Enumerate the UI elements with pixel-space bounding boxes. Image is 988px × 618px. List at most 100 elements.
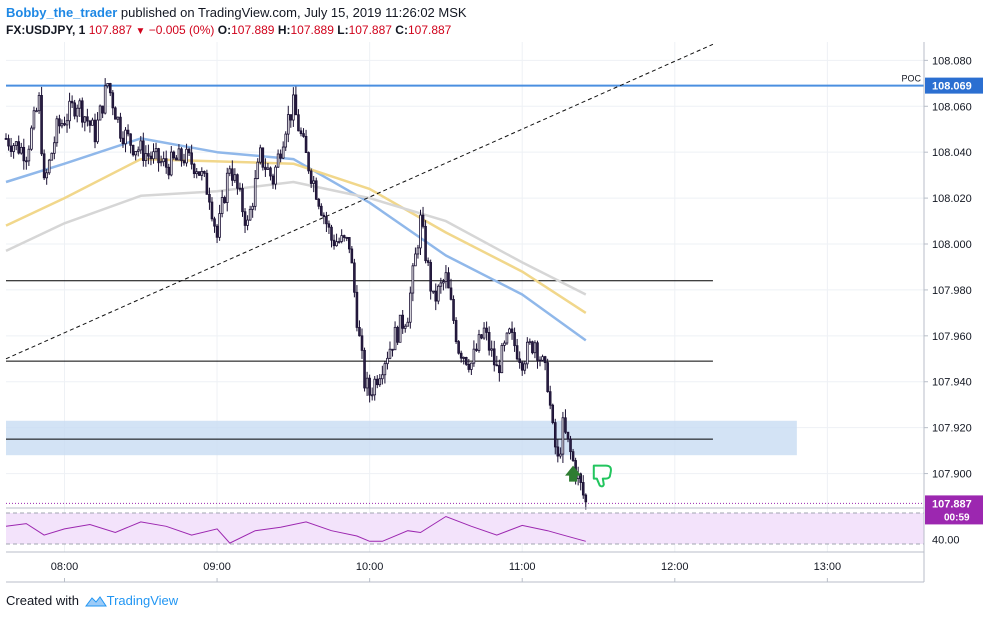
candle-body bbox=[490, 348, 493, 351]
candle-body bbox=[320, 205, 323, 216]
candle-body bbox=[396, 326, 399, 343]
candle-body bbox=[96, 119, 99, 143]
candle-body bbox=[538, 359, 542, 362]
candle-body bbox=[335, 241, 338, 247]
candle-body bbox=[292, 94, 295, 121]
moving-averages bbox=[5, 137, 587, 342]
close-label: C: bbox=[395, 23, 408, 37]
candle-body bbox=[393, 326, 397, 351]
price-tick-label: 108.040 bbox=[932, 147, 972, 159]
candle-body bbox=[279, 153, 282, 159]
candle-body bbox=[375, 378, 379, 386]
candle-body bbox=[98, 105, 102, 121]
price-tick-label: 107.920 bbox=[932, 423, 972, 435]
candle-body bbox=[309, 170, 313, 184]
candle-body bbox=[167, 166, 171, 176]
candle-body bbox=[340, 235, 343, 242]
candle-body bbox=[35, 110, 38, 113]
candle-body bbox=[370, 394, 374, 397]
candle-body bbox=[302, 133, 305, 137]
candle-body bbox=[266, 167, 270, 170]
candle-body bbox=[492, 348, 496, 366]
candle-body bbox=[30, 127, 33, 150]
candle-body bbox=[164, 158, 168, 168]
candle-body bbox=[205, 172, 209, 195]
candle-body bbox=[312, 180, 315, 184]
candle-body bbox=[126, 129, 130, 135]
candle-body bbox=[68, 100, 71, 122]
time-tick-label: 09:00 bbox=[203, 561, 231, 573]
candle-body bbox=[515, 345, 519, 360]
price-chart[interactable]: POC 108.080108.060108.040108.020108.0001… bbox=[0, 0, 988, 586]
candle-body bbox=[223, 197, 226, 203]
candle-body bbox=[480, 334, 483, 339]
candle-body bbox=[170, 151, 173, 176]
candle-body bbox=[241, 188, 244, 213]
candle-body bbox=[447, 272, 450, 289]
price-tick-label: 108.000 bbox=[932, 239, 972, 251]
candle-body bbox=[9, 145, 13, 152]
candle-body bbox=[459, 352, 463, 359]
candle-body bbox=[246, 219, 249, 226]
time-tick-label: 08:00 bbox=[51, 561, 79, 573]
candle-body bbox=[381, 374, 384, 380]
candle-body bbox=[477, 334, 481, 351]
candle-body bbox=[543, 356, 547, 364]
candle-body bbox=[215, 225, 219, 238]
candle-body bbox=[510, 328, 514, 333]
candle-body bbox=[264, 166, 267, 170]
candle-body bbox=[236, 174, 239, 189]
candle-body bbox=[314, 180, 318, 200]
candle-body bbox=[472, 348, 476, 364]
candle-body bbox=[208, 193, 211, 203]
candle-body bbox=[429, 262, 432, 292]
candle-body bbox=[45, 172, 48, 179]
candle-body bbox=[231, 168, 234, 181]
candle-body bbox=[548, 391, 552, 406]
candle-body bbox=[101, 105, 104, 114]
candle-body bbox=[470, 362, 473, 370]
candle-body bbox=[144, 153, 148, 161]
author-name[interactable]: Bobby_the_trader bbox=[6, 5, 118, 20]
symbol-info-bar: FX:USDJPY, 1 107.887 ▼ −0.005 (0%) O:107… bbox=[6, 23, 451, 37]
time-tick-label: 13:00 bbox=[814, 561, 842, 573]
poc-label: POC bbox=[901, 74, 921, 84]
candle-body bbox=[91, 119, 94, 126]
candle-body bbox=[19, 146, 23, 154]
candle-body bbox=[185, 148, 188, 164]
close-value: 107.887 bbox=[407, 23, 452, 37]
candle-body bbox=[536, 342, 539, 361]
candle-body bbox=[190, 152, 193, 165]
candle-body bbox=[495, 364, 499, 367]
candle-body bbox=[116, 116, 120, 120]
candle-body bbox=[342, 235, 346, 238]
candle-body bbox=[403, 325, 407, 329]
candles bbox=[4, 78, 588, 510]
candle-body bbox=[503, 342, 506, 346]
candle-body bbox=[325, 216, 328, 225]
candle-body bbox=[571, 451, 575, 461]
candle-body bbox=[238, 187, 242, 190]
candle-body bbox=[442, 281, 445, 284]
tradingview-brand[interactable]: TradingView bbox=[106, 593, 179, 608]
candle-body bbox=[289, 114, 293, 121]
change-value: −0.005 (0%) bbox=[148, 23, 215, 37]
candle-body bbox=[149, 155, 153, 160]
candle-body bbox=[317, 198, 321, 207]
candle-body bbox=[421, 214, 425, 227]
candle-body bbox=[248, 208, 252, 221]
candle-body bbox=[363, 349, 366, 389]
price-tick-label: 107.900 bbox=[932, 469, 972, 481]
candle-body bbox=[17, 141, 21, 154]
candle-body bbox=[485, 327, 488, 333]
candle-body bbox=[332, 239, 336, 247]
time-tick-label: 12:00 bbox=[661, 561, 689, 573]
candle-body bbox=[218, 213, 221, 238]
candle-body bbox=[152, 151, 155, 160]
tradingview-logo-icon bbox=[84, 596, 107, 607]
time-tick-label: 11:00 bbox=[509, 561, 536, 573]
last-value: 107.887 bbox=[88, 23, 133, 37]
candle-body bbox=[55, 118, 59, 144]
last-price-tag-label: 107.887 bbox=[932, 498, 972, 510]
candle-body bbox=[47, 159, 51, 174]
